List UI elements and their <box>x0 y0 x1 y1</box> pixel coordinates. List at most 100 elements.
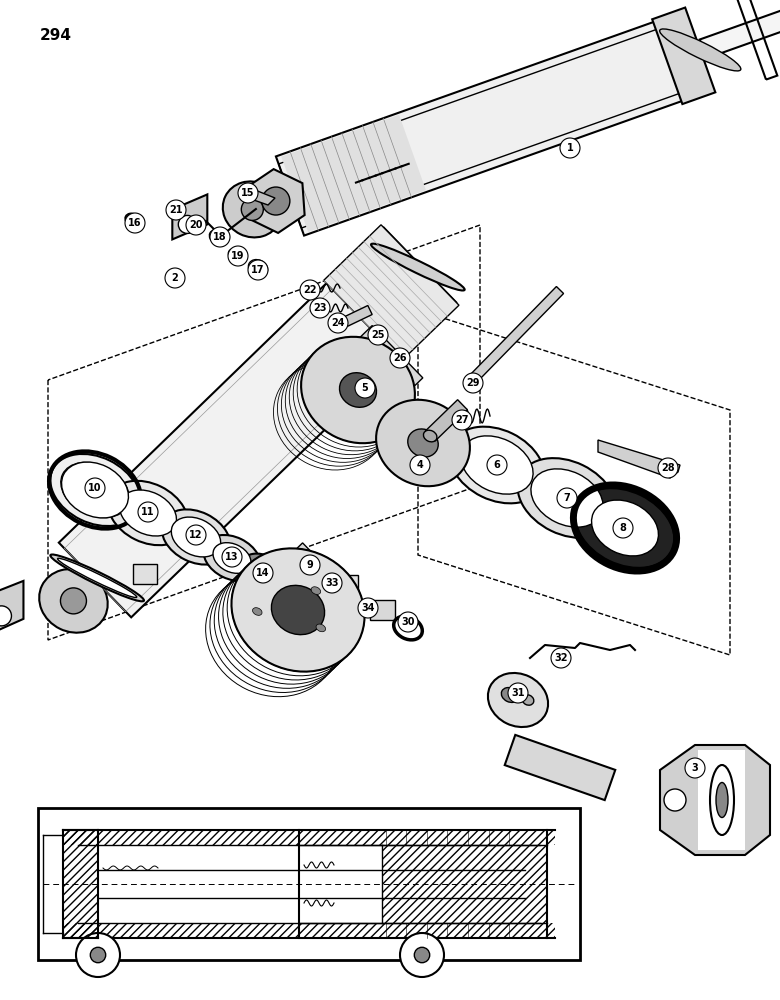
Ellipse shape <box>241 198 264 220</box>
Text: 19: 19 <box>231 251 245 261</box>
Ellipse shape <box>518 458 616 538</box>
Ellipse shape <box>301 337 415 443</box>
Text: 10: 10 <box>88 483 101 493</box>
Ellipse shape <box>271 585 324 635</box>
Ellipse shape <box>209 230 227 244</box>
Ellipse shape <box>664 789 686 811</box>
Circle shape <box>85 478 105 498</box>
Text: 15: 15 <box>241 188 255 198</box>
Circle shape <box>125 213 145 233</box>
Ellipse shape <box>414 947 430 963</box>
Polygon shape <box>660 745 770 855</box>
Text: 3: 3 <box>692 763 698 773</box>
Circle shape <box>370 329 386 345</box>
Ellipse shape <box>424 430 437 442</box>
Ellipse shape <box>51 554 144 601</box>
Ellipse shape <box>253 608 262 615</box>
Polygon shape <box>133 564 157 584</box>
Circle shape <box>328 313 348 333</box>
Ellipse shape <box>204 535 261 581</box>
Ellipse shape <box>502 688 519 702</box>
Text: 26: 26 <box>393 353 406 363</box>
Circle shape <box>358 598 378 618</box>
Text: 29: 29 <box>466 378 480 388</box>
Polygon shape <box>652 8 715 104</box>
Ellipse shape <box>531 469 603 527</box>
Ellipse shape <box>161 509 230 565</box>
Text: 21: 21 <box>169 205 183 215</box>
Ellipse shape <box>129 217 136 223</box>
Polygon shape <box>334 326 423 415</box>
Text: 8: 8 <box>619 523 626 533</box>
Polygon shape <box>247 169 305 233</box>
Ellipse shape <box>232 548 364 672</box>
Ellipse shape <box>51 454 140 526</box>
Polygon shape <box>469 287 564 383</box>
Text: 32: 32 <box>555 653 568 663</box>
Circle shape <box>300 280 320 300</box>
Circle shape <box>368 325 388 345</box>
Ellipse shape <box>311 587 321 594</box>
Circle shape <box>508 683 528 703</box>
Polygon shape <box>58 228 456 617</box>
FancyBboxPatch shape <box>370 600 395 620</box>
Ellipse shape <box>240 554 285 590</box>
Circle shape <box>452 410 472 430</box>
Ellipse shape <box>61 462 129 518</box>
Ellipse shape <box>408 429 438 457</box>
Polygon shape <box>248 190 275 205</box>
Circle shape <box>355 378 375 398</box>
Ellipse shape <box>61 588 87 614</box>
Text: 4: 4 <box>417 460 424 470</box>
Circle shape <box>186 525 206 545</box>
Circle shape <box>557 488 577 508</box>
Ellipse shape <box>461 436 533 494</box>
Ellipse shape <box>400 933 444 977</box>
Text: 12: 12 <box>190 530 203 540</box>
Ellipse shape <box>76 933 120 977</box>
Circle shape <box>685 758 705 778</box>
Polygon shape <box>698 750 745 850</box>
Circle shape <box>138 502 158 522</box>
Text: 34: 34 <box>361 603 374 613</box>
Polygon shape <box>505 735 615 800</box>
Circle shape <box>238 183 258 203</box>
Ellipse shape <box>213 543 251 573</box>
Text: 294: 294 <box>40 28 72 43</box>
Circle shape <box>165 268 185 288</box>
Text: 23: 23 <box>314 303 327 313</box>
Ellipse shape <box>229 249 243 261</box>
Ellipse shape <box>522 695 534 705</box>
Ellipse shape <box>223 181 282 237</box>
Polygon shape <box>268 543 365 641</box>
Circle shape <box>463 373 483 393</box>
Circle shape <box>410 455 430 475</box>
Ellipse shape <box>371 244 465 291</box>
Text: 18: 18 <box>213 232 227 242</box>
Text: 9: 9 <box>307 560 314 570</box>
Text: 28: 28 <box>661 463 675 473</box>
Circle shape <box>322 573 342 593</box>
Text: 24: 24 <box>332 318 345 328</box>
Text: 22: 22 <box>303 285 317 295</box>
Ellipse shape <box>576 488 675 568</box>
Ellipse shape <box>90 947 106 963</box>
Polygon shape <box>324 225 459 361</box>
Ellipse shape <box>250 561 276 583</box>
Circle shape <box>390 348 410 368</box>
Text: 6: 6 <box>494 460 501 470</box>
Circle shape <box>613 518 633 538</box>
Circle shape <box>398 612 418 632</box>
Ellipse shape <box>710 765 734 835</box>
Polygon shape <box>343 305 372 327</box>
Ellipse shape <box>248 260 268 276</box>
Ellipse shape <box>62 462 129 518</box>
Ellipse shape <box>449 427 544 503</box>
Polygon shape <box>172 194 207 239</box>
Text: 11: 11 <box>141 507 154 517</box>
Circle shape <box>658 458 678 478</box>
Ellipse shape <box>0 606 12 626</box>
Text: 1: 1 <box>566 143 573 153</box>
Bar <box>63 830 555 845</box>
Ellipse shape <box>376 400 470 486</box>
